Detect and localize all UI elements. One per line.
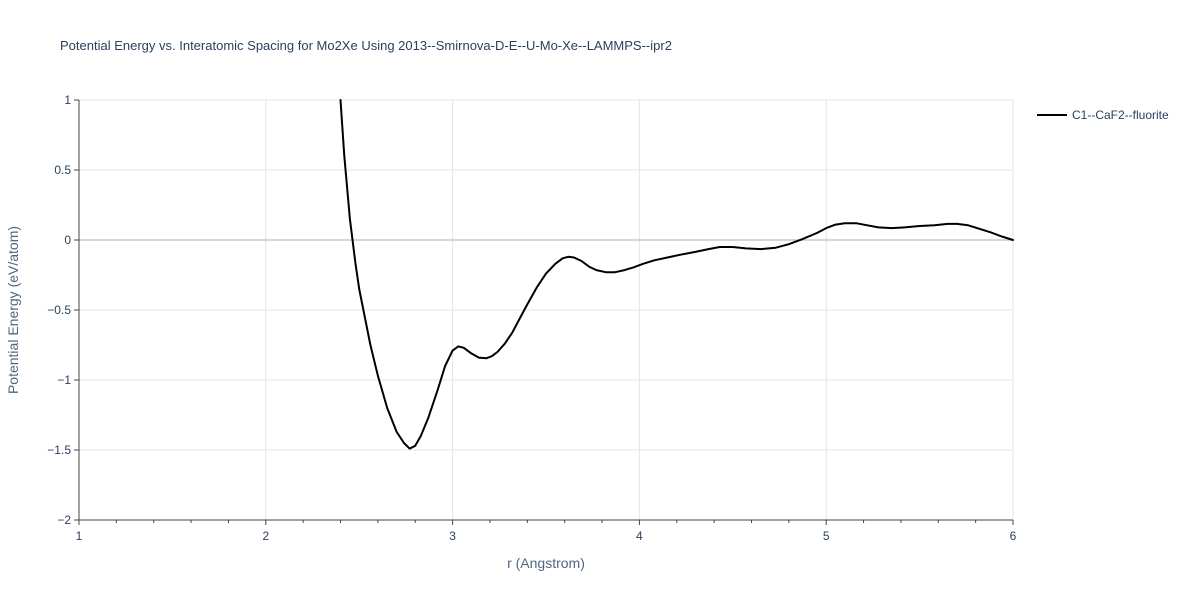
x-tick-label: 2 xyxy=(262,529,269,543)
y-tick-label: −2 xyxy=(57,513,71,527)
y-axis-ticks: 1 0.5 0 −0.5 −1 −1.5 −2 xyxy=(47,93,79,527)
y-tick-label: −1 xyxy=(57,373,71,387)
y-tick-label: 1 xyxy=(64,93,71,107)
series-line[interactable] xyxy=(339,99,1014,450)
series-layer xyxy=(339,99,1014,450)
y-tick-label: −1.5 xyxy=(47,443,71,457)
x-tick-label: 4 xyxy=(636,529,643,543)
x-axis-title: r (Angstrom) xyxy=(507,555,585,571)
x-tick-label: 6 xyxy=(1010,529,1017,543)
grid xyxy=(79,99,1014,520)
legend-label: C1--CaF2--fluorite xyxy=(1072,108,1169,122)
x-axis-ticks: 1 2 3 4 5 6 xyxy=(76,520,1017,543)
y-axis-title: Potential Energy (eV/atom) xyxy=(5,226,21,394)
legend[interactable]: C1--CaF2--fluorite xyxy=(1037,108,1169,122)
x-tick-label: 1 xyxy=(76,529,83,543)
y-tick-label: −0.5 xyxy=(47,303,71,317)
x-tick-label: 5 xyxy=(823,529,830,543)
x-tick-label: 3 xyxy=(449,529,456,543)
chart-title: Potential Energy vs. Interatomic Spacing… xyxy=(60,38,672,53)
y-tick-label: 0.5 xyxy=(54,163,71,177)
y-tick-label: 0 xyxy=(64,233,71,247)
